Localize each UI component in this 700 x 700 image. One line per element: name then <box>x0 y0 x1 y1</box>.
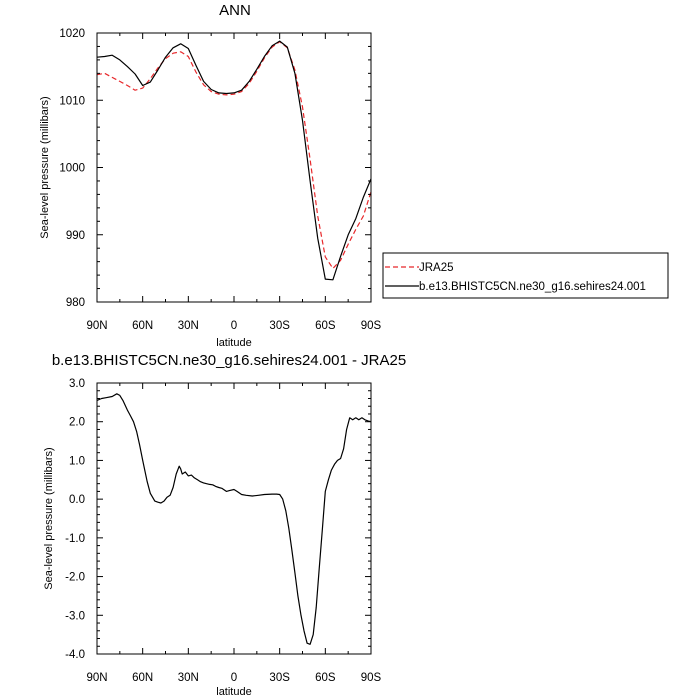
legend: JRA25 b.e13.BHISTC5CN.ne30_g16.sehires24… <box>382 252 669 299</box>
top-x-tick-label: 60S <box>315 320 336 332</box>
legend-label-model: b.e13.BHISTC5CN.ne30_g16.sehires24.001 <box>419 281 646 293</box>
top-series-layer <box>96 40 372 281</box>
bottom-x-tick-label: 90S <box>361 672 382 684</box>
bottom-y-tick-label: 3.0 <box>69 378 85 390</box>
top-x-tick-label: 30N <box>178 320 199 332</box>
bottom-x-tick-label: 90N <box>86 672 107 684</box>
top-x-tick-label: 60N <box>132 320 153 332</box>
bottom-x-tick-label: 60N <box>132 672 153 684</box>
top-series-line-b <box>96 40 372 281</box>
bottom-y-tick-label: -1.0 <box>65 533 85 545</box>
top-x-tick-label: 90N <box>86 320 107 332</box>
top-series-line-jra25 <box>96 41 372 269</box>
top-y-tick-label: 990 <box>66 230 85 242</box>
bottom-x-axis-label: latitude <box>216 686 251 698</box>
legend-label-jra25: JRA25 <box>419 262 454 274</box>
bottom-plot-frame <box>96 382 372 655</box>
top-x-axis-label: latitude <box>216 337 251 349</box>
bottom-x-tick-label: 0 <box>231 672 237 684</box>
top-panel: ANN 90N 60N 30N 0 30S 60S 90S 980 990 1000 1010 102… <box>39 2 382 349</box>
bottom-y-tick-label: 1.0 <box>69 455 85 467</box>
top-x-tick-label: 0 <box>231 320 237 332</box>
bottom-series-line-0 <box>96 393 372 645</box>
bottom-panel: b.e13.BHISTC5CN.ne30_g16.sehires24.001 -… <box>43 352 406 698</box>
bottom-chart-title: b.e13.BHISTC5CN.ne30_g16.sehires24.001 -… <box>52 352 406 369</box>
top-x-tick-label: 30S <box>269 320 290 332</box>
bottom-y-tick-label: 2.0 <box>69 417 85 429</box>
bottom-y-tick-label: -4.0 <box>65 649 85 661</box>
top-plot-frame <box>96 32 372 303</box>
bottom-x-tick-label: 30S <box>269 672 290 684</box>
bottom-y-tick-label: 0.0 <box>69 494 85 506</box>
legend-box <box>382 252 669 299</box>
bottom-y-tick-label: -2.0 <box>65 572 85 584</box>
bottom-y-axis-label: Sea-level pressure (millibars) <box>43 447 55 589</box>
top-axes: 90N 60N 30N 0 30S 60S 90S 980 990 1000 1010 1020 <box>59 28 381 332</box>
top-x-tick-label: 90S <box>361 320 382 332</box>
top-y-axis-label: Sea-level pressure (millibars) <box>39 96 51 238</box>
top-y-tick-label: 980 <box>66 297 85 309</box>
bottom-x-tick-label: 30N <box>178 672 199 684</box>
bottom-x-tick-label: 60S <box>315 672 336 684</box>
top-y-tick-label: 1000 <box>59 163 85 175</box>
top-y-tick-label: 1020 <box>59 28 85 40</box>
top-chart-title: ANN <box>219 2 251 19</box>
bottom-axes: 90N 60N 30N 0 30S 60S 90S -4.0 -3.0 -2.0 -1.0 0.0 1.… <box>65 378 381 684</box>
bottom-y-tick-label: -3.0 <box>65 610 85 622</box>
bottom-series-layer <box>96 393 372 645</box>
top-y-tick-label: 1010 <box>59 95 85 107</box>
